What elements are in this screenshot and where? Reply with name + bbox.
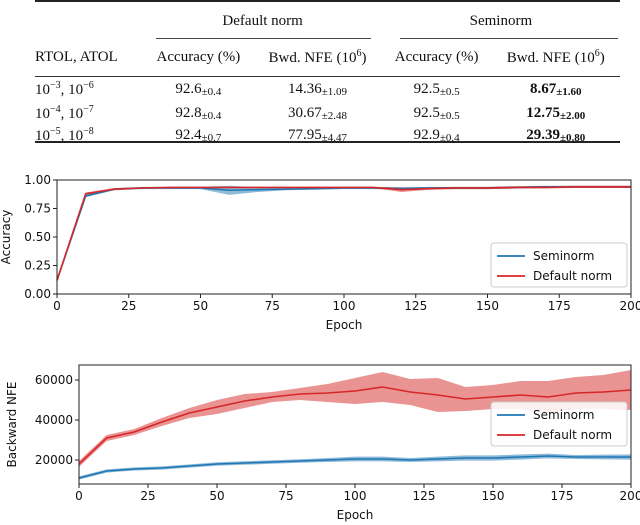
table-top-rule [35,0,620,2]
y-tick-label: 0.50 [24,230,51,244]
x-tick-label: 200 [620,489,640,503]
x-axis-label: Epoch [326,318,363,332]
x-axis-label: Epoch [337,508,374,522]
value-cell: 92.6±0.4 [175,80,222,98]
y-tick-label: 20000 [35,453,73,467]
x-tick-label: 25 [121,299,136,313]
x-tick-label: 50 [193,299,208,313]
y-tick-label: 0.75 [24,202,51,216]
header-rule [35,76,620,77]
table-row: 10−3, 10−6 92.6±0.4 14.36±1.09 92.5±0.5 8.67… [35,76,620,102]
value-cell: 92.5±0.5 [413,104,460,122]
x-tick-label: 50 [209,489,224,503]
value-cell: 8.67±1.60 [529,80,582,98]
y-tick-label: 1.00 [24,173,51,187]
x-tick-label: 175 [551,489,574,503]
legend-label: Default norm [533,269,612,283]
y-axis-label: Backward NFE [5,382,19,468]
x-tick-label: 75 [265,299,280,313]
x-tick-label: 175 [548,299,571,313]
y-axis-label: Accuracy [0,210,13,265]
results-table: Default norm Seminorm RTOL, ATOL Accurac… [35,0,620,146]
group-rule-seminorm [400,38,618,39]
x-tick-label: 125 [404,299,427,313]
y-tick-label: 0.00 [24,287,51,301]
series-line-1 [78,386,632,465]
col-header-nfe-seminorm: Bwd. NFE (106) [506,47,605,66]
col-header-acc-default: Accuracy (%) [156,48,241,65]
table-row: 10−4, 10−7 92.8±0.4 30.67±2.48 92.5±0.5 12.7… [35,102,620,124]
value-cell: 92.8±0.4 [175,104,222,122]
y-tick-label: 60000 [35,373,73,387]
value-cell: 12.75±2.00 [526,104,586,122]
col-header-acc-seminorm: Accuracy (%) [394,48,479,65]
series-line-1 [56,186,631,281]
group-rule-default [156,38,371,39]
table-row: 10−5, 10−8 92.4±0.7 77.95±4.47 92.9±0.4 29.3… [35,124,620,146]
y-tick-label: 40000 [35,413,73,427]
column-header-row: RTOL, ATOL Accuracy (%) Bwd. NFE (106) A… [35,38,620,76]
tol-cell: 10−3, 10−6 [35,79,94,98]
value-cell: 77.95±4.47 [287,126,348,144]
y-tick-label: 0.25 [24,259,51,273]
x-tick-label: 0 [53,299,61,313]
value-cell: 92.4±0.7 [175,126,222,144]
x-tick-label: 75 [278,489,293,503]
value-cell: 30.67±2.48 [287,104,348,122]
table-bottom-rule [35,141,620,143]
x-tick-label: 200 [620,299,640,313]
value-cell: 29.39±0.80 [526,126,586,144]
x-tick-label: 25 [140,489,155,503]
x-tick-label: 125 [413,489,436,503]
legend-label: Seminorm [533,408,594,422]
tol-cell: 10−4, 10−7 [35,103,94,122]
col-header-nfe-default: Bwd. NFE (106) [268,47,367,66]
x-tick-label: 150 [482,489,505,503]
x-tick-label: 0 [75,489,83,503]
x-tick-label: 150 [476,299,499,313]
band-0 [79,453,631,480]
tol-cell: 10−5, 10−8 [35,125,94,144]
value-cell: 92.5±0.5 [413,80,460,98]
x-tick-label: 100 [333,299,356,313]
value-cell: 92.9±0.4 [413,126,460,144]
series-line-0 [78,455,631,479]
band-1 [79,370,631,467]
legend-label: Seminorm [533,249,594,263]
x-tick-label: 100 [344,489,367,503]
value-cell: 14.36±1.09 [287,80,348,98]
group-header-default: Default norm [222,12,303,29]
legend-label: Default norm [533,428,612,442]
col-header-tol: RTOL, ATOL [35,48,118,65]
group-header-seminorm: Seminorm [469,12,533,29]
